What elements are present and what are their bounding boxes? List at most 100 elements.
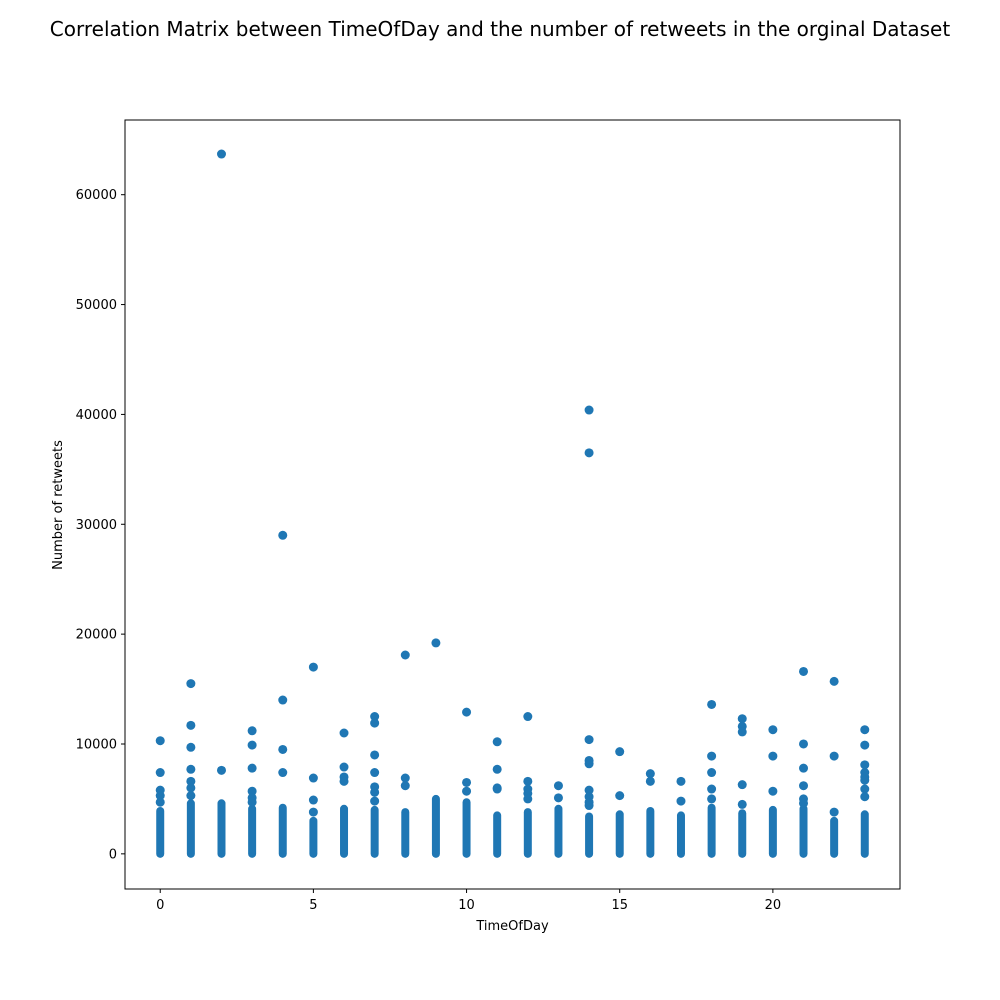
scatter-point xyxy=(553,793,563,803)
scatter-point xyxy=(707,751,717,761)
scatter-point xyxy=(308,773,318,783)
scatter-point xyxy=(523,794,533,804)
scatter-point xyxy=(584,801,594,811)
scatter-point xyxy=(216,149,226,159)
y-axis-label: Number of retweets xyxy=(51,440,66,570)
dense-point-cluster-23 xyxy=(860,810,869,858)
scatter-point xyxy=(370,796,380,806)
scatter-point xyxy=(400,650,410,660)
plot-frame xyxy=(124,119,901,890)
scatter-point xyxy=(370,787,380,797)
scatter-point xyxy=(829,751,839,761)
scatter-point xyxy=(462,707,472,717)
scatter-point xyxy=(400,781,410,791)
scatter-point xyxy=(492,784,502,794)
scatter-point xyxy=(737,799,747,809)
scatter-point xyxy=(707,794,717,804)
dense-point-cluster-12 xyxy=(523,808,532,858)
scatter-point xyxy=(737,714,747,724)
scatter-point xyxy=(768,725,778,735)
scatter-point xyxy=(860,775,870,785)
dense-point-cluster-7 xyxy=(370,805,379,858)
scatter-point xyxy=(860,784,870,794)
scatter-point xyxy=(799,739,809,749)
scatter-point xyxy=(799,666,809,676)
x-tick-label: 15 xyxy=(611,898,628,913)
scatter-point xyxy=(155,791,165,801)
scatter-point xyxy=(707,768,717,778)
dense-point-cluster-0 xyxy=(156,807,165,858)
dense-point-cluster-10 xyxy=(462,798,471,858)
dense-point-cluster-2 xyxy=(217,799,226,858)
scatter-point xyxy=(676,776,686,786)
scatter-point xyxy=(216,765,226,775)
dense-point-cluster-15 xyxy=(615,810,624,858)
scatter-point xyxy=(278,695,288,705)
x-tick-label: 10 xyxy=(458,898,475,913)
scatter-point xyxy=(860,740,870,750)
dense-point-cluster-9 xyxy=(431,794,440,858)
dense-point-cluster-4 xyxy=(278,803,287,858)
scatter-point xyxy=(707,699,717,709)
scatter-point xyxy=(155,768,165,778)
scatter-point xyxy=(707,784,717,794)
y-tick-label: 40000 xyxy=(76,408,117,423)
scatter-point xyxy=(645,769,655,779)
scatter-point xyxy=(462,786,472,796)
scatter-point xyxy=(400,773,410,783)
scatter-point xyxy=(523,776,533,786)
scatter-point xyxy=(523,712,533,722)
scatter-point xyxy=(370,718,380,728)
scatter-point xyxy=(370,712,380,722)
dense-point-cluster-17 xyxy=(676,811,685,858)
scatter-point xyxy=(645,776,655,786)
dense-point-cluster-21 xyxy=(799,804,808,858)
scatter-point xyxy=(615,747,625,757)
scatter-point xyxy=(247,786,257,796)
scatter-point xyxy=(492,737,502,747)
scatter-point xyxy=(155,736,165,746)
dense-point-cluster-20 xyxy=(768,805,777,858)
scatter-point xyxy=(370,750,380,760)
scatter-point xyxy=(768,786,778,796)
dense-point-cluster-11 xyxy=(493,811,502,858)
scatter-point xyxy=(676,796,686,806)
scatter-point xyxy=(615,791,625,801)
scatter-point xyxy=(860,760,870,770)
dense-point-cluster-22 xyxy=(830,816,839,858)
scatter-point xyxy=(186,764,196,774)
scatter-point xyxy=(584,759,594,769)
scatter-point xyxy=(308,795,318,805)
scatter-point xyxy=(278,530,288,540)
scatter-point xyxy=(186,791,196,801)
scatter-point xyxy=(186,720,196,730)
y-tick-label: 30000 xyxy=(76,518,117,533)
scatter-point xyxy=(829,807,839,817)
dense-point-cluster-18 xyxy=(707,803,716,858)
y-tick-label: 10000 xyxy=(76,737,117,752)
chart-title: Correlation Matrix between TimeOfDay and… xyxy=(50,17,951,41)
dense-point-cluster-19 xyxy=(738,809,747,858)
dense-point-cluster-6 xyxy=(340,804,349,858)
dense-point-cluster-14 xyxy=(585,812,594,858)
scatter-point xyxy=(737,727,747,737)
x-tick-label: 5 xyxy=(309,898,317,913)
scatter-point xyxy=(339,728,349,738)
scatter-point xyxy=(370,768,380,778)
scatter-point xyxy=(492,764,502,774)
y-tick-label: 0 xyxy=(109,847,117,862)
scatter-point xyxy=(308,807,318,817)
scatter-point xyxy=(247,726,257,736)
scatter-point xyxy=(186,742,196,752)
scatter-point xyxy=(308,662,318,672)
scatter-point xyxy=(799,798,809,808)
scatter-point xyxy=(247,797,257,807)
axes-layer: 0 5 10 15 20 0 10000 20000 30000 40000 50000 60000 xyxy=(76,119,901,913)
scatter-point xyxy=(186,776,196,786)
scatter-point xyxy=(737,780,747,790)
dense-point-cluster-5 xyxy=(309,816,318,858)
x-axis-label: TimeOfDay xyxy=(475,919,549,934)
scatter-point xyxy=(339,762,349,772)
scatter-point xyxy=(247,763,257,773)
